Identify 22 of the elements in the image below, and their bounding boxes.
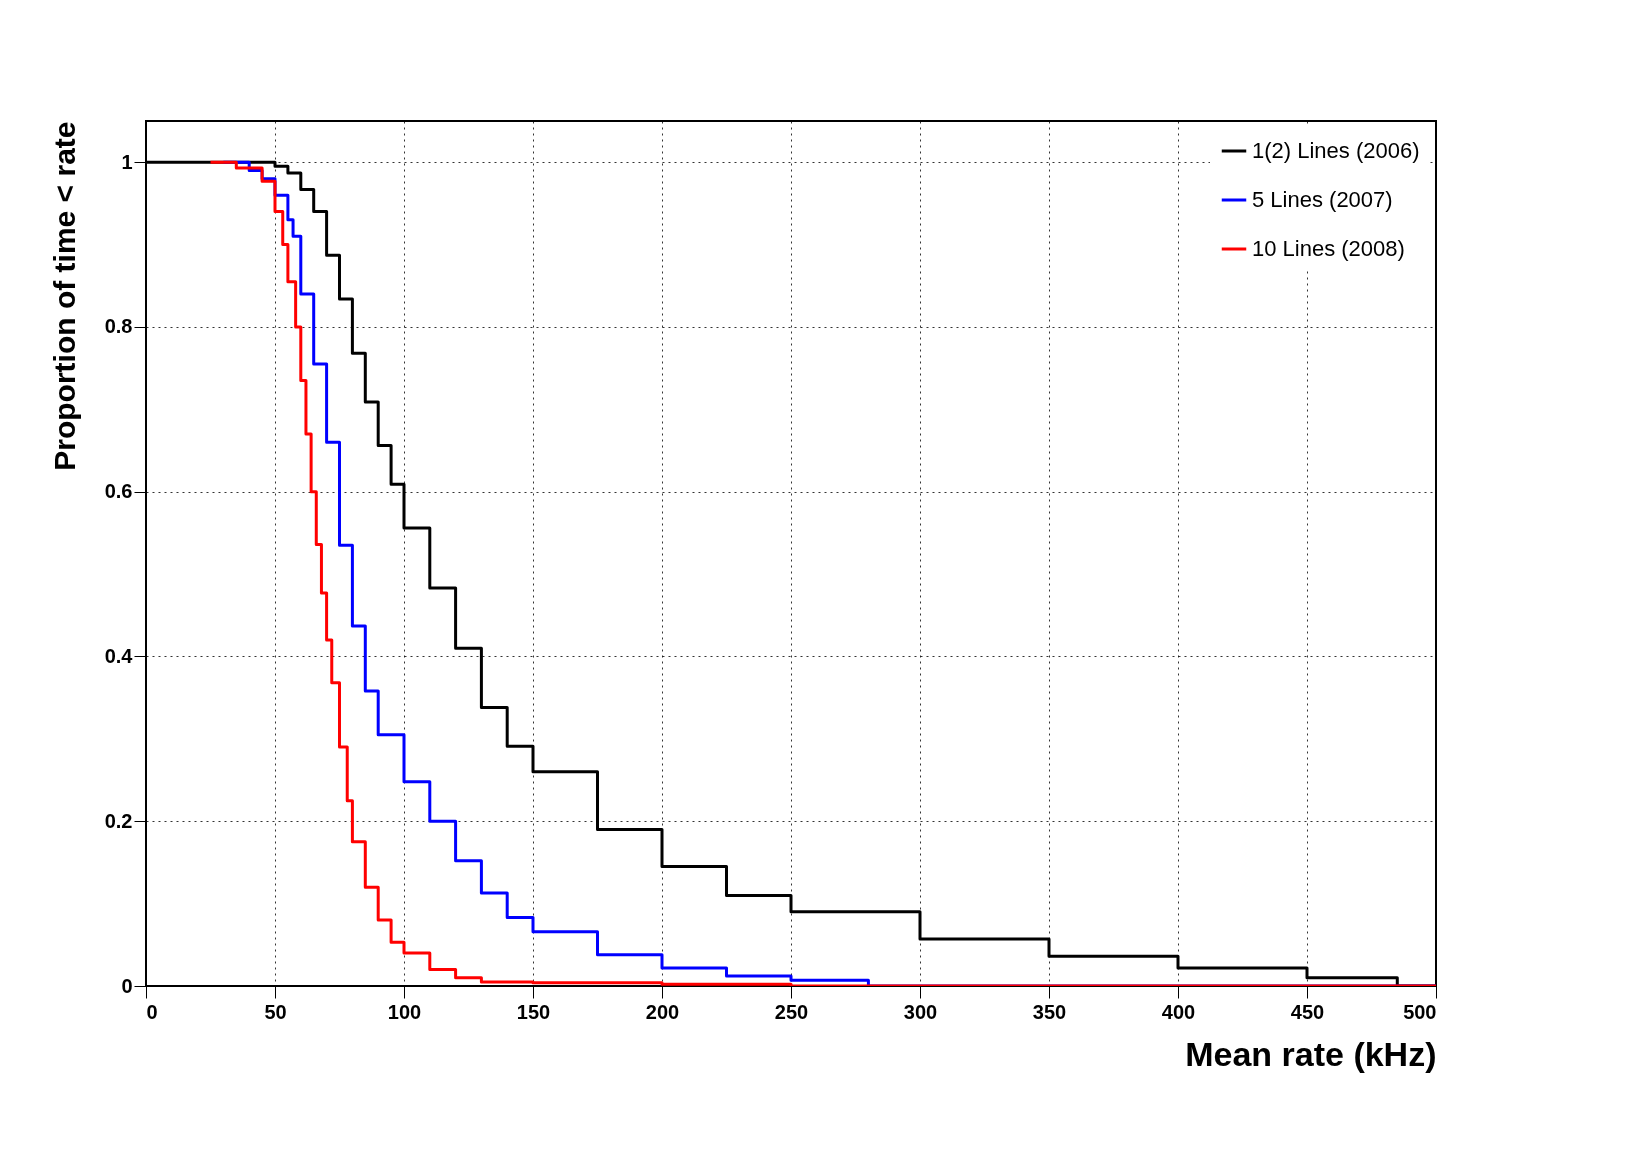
x-tick-label: 400: [1161, 1000, 1196, 1023]
x-tick-label: 0: [146, 1000, 158, 1023]
legend-label: 5 Lines (2007): [1252, 187, 1393, 212]
x-tick-label: 500: [1403, 1000, 1437, 1023]
legend-label: 10 Lines (2008): [1252, 236, 1405, 261]
y-tick-label: 1: [121, 150, 133, 173]
y-axis-title: Proportion of time < rate: [47, 121, 81, 471]
legend-label: 1(2) Lines (2006): [1252, 138, 1420, 163]
y-tick-label: 0.2: [104, 809, 133, 832]
y-tick-label: 0.4: [104, 644, 134, 667]
y-tick-label: 0.6: [104, 480, 133, 503]
x-tick-label: 350: [1032, 1000, 1067, 1023]
x-tick-label: 200: [645, 1000, 680, 1023]
x-axis-title: Mean rate (kHz): [1185, 1034, 1437, 1073]
x-tick-label: 50: [264, 1000, 287, 1023]
y-tick-label: 0.8: [104, 315, 133, 338]
x-tick-label: 250: [774, 1000, 809, 1023]
y-tick-label: 0: [121, 974, 133, 997]
x-tick-label: 150: [516, 1000, 551, 1023]
x-tick-label: 450: [1290, 1000, 1325, 1023]
x-tick-label: 300: [903, 1000, 938, 1023]
x-tick-label: 100: [387, 1000, 422, 1023]
